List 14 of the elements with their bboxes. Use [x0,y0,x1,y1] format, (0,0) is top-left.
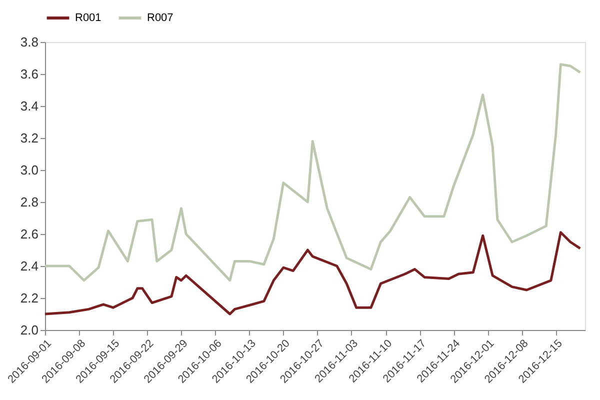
y-tick-label: 3.0 [20,162,38,178]
y-tick-label: 3.6 [20,66,38,82]
y-tick-label: 2.0 [20,322,38,338]
line-series [44,231,582,316]
y-tick-label: 3.2 [20,130,38,146]
y-tick-label: 2.2 [20,290,38,306]
legend-label: R001 [75,12,102,24]
y-tick-label: 2.8 [20,194,38,210]
y-tick-label: 2.6 [20,226,38,242]
y-tick-label: 3.4 [20,98,38,114]
y-tick-label: 2.4 [20,258,38,274]
line-series [44,63,582,282]
legend-label: R007 [147,12,174,24]
y-tick-label: 3.8 [20,34,38,50]
